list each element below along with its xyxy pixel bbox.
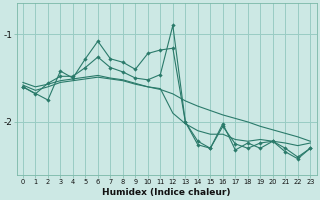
X-axis label: Humidex (Indice chaleur): Humidex (Indice chaleur) [102,188,231,197]
